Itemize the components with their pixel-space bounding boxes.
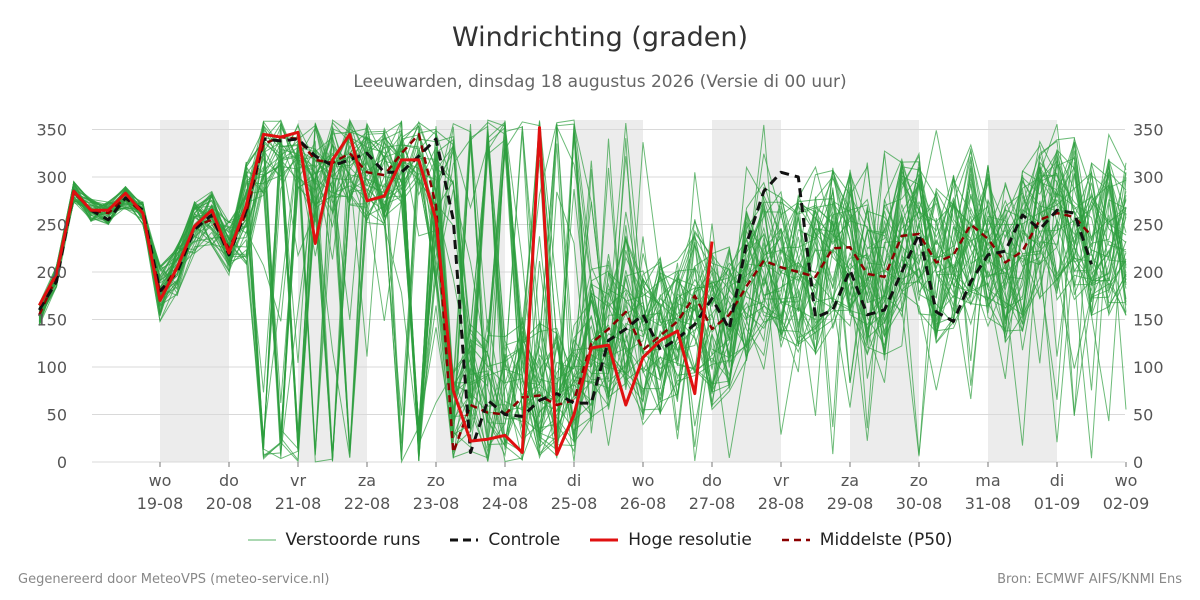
y-tick-label-left: 350: [36, 121, 67, 140]
legend-label-median: Middelste (P50): [819, 530, 953, 550]
perturbed-run-line: [38, 119, 1127, 463]
y-tick-label-right: 200: [1133, 263, 1164, 282]
footer-generated: Gegenereerd door MeteoVPS (meteo-service…: [18, 572, 330, 587]
perturbed-run-line: [38, 126, 1127, 457]
x-tick-day: ma: [492, 471, 517, 490]
x-tick-day: ma: [975, 471, 1000, 490]
x-tick-date: 02-09: [1103, 494, 1150, 513]
y-tick-label-right: 50: [1133, 406, 1153, 425]
perturbed-run-line: [38, 129, 1127, 449]
y-tick-label-left: 100: [36, 358, 67, 377]
perturbed-run-line: [38, 121, 1127, 437]
x-tick-day: do: [219, 471, 239, 490]
x-tick-date: 01-09: [1034, 494, 1081, 513]
x-tick-date: 29-08: [827, 494, 874, 513]
x-tick-date: 26-08: [620, 494, 667, 513]
x-tick-day: za: [841, 471, 859, 490]
legend-swatch-hires: [590, 538, 619, 542]
x-tick-day: vr: [290, 471, 306, 490]
y-tick-label-left: 0: [57, 453, 67, 472]
x-tick-date: 27-08: [689, 494, 736, 513]
perturbed-run-line: [38, 121, 1127, 459]
x-tick-date: 22-08: [344, 494, 391, 513]
x-tick-date: 20-08: [206, 494, 253, 513]
x-tick-day: zo: [910, 471, 928, 490]
y-tick-label-right: 0: [1133, 453, 1143, 472]
x-tick-day: di: [1050, 471, 1065, 490]
x-tick-date: 25-08: [551, 494, 598, 513]
y-tick-label-right: 150: [1133, 311, 1164, 330]
y-tick-label-right: 350: [1133, 121, 1164, 140]
x-tick-date: 23-08: [413, 494, 460, 513]
footer-source: Bron: ECMWF AIFS/KNMI Ens: [997, 572, 1182, 587]
perturbed-run-line: [38, 119, 1127, 460]
x-tick-date: 24-08: [482, 494, 529, 513]
x-tick-date: 31-08: [965, 494, 1012, 513]
chart-subtitle: Leeuwarden, dinsdag 18 augustus 2026 (Ve…: [353, 72, 847, 92]
perturbed-run-line: [38, 120, 1127, 454]
x-tick-day: za: [358, 471, 376, 490]
legend-item-perturbed[interactable]: Verstoorde runs: [247, 530, 421, 550]
legend-label-control: Controle: [488, 530, 561, 550]
legend-item-hires[interactable]: Hoge resolutie: [590, 530, 752, 550]
x-tick-date: 30-08: [896, 494, 943, 513]
x-tick-day: zo: [427, 471, 445, 490]
axes: 0 0 50 50 100 100 150 150 200 200 250 250 300 300 350 3…: [36, 121, 1163, 514]
x-tick-day: di: [567, 471, 582, 490]
y-tick-label-right: 100: [1133, 358, 1164, 377]
y-tick-label-left: 200: [36, 263, 67, 282]
perturbed-run-line: [38, 128, 1126, 463]
perturbed-run-line: [38, 123, 1127, 459]
y-tick-label-right: 250: [1133, 216, 1164, 235]
x-tick-date: 19-08: [137, 494, 184, 513]
legend-swatch-median: [781, 538, 810, 542]
x-tick-day: wo: [149, 471, 172, 490]
main-series: [37, 126, 1093, 456]
x-tick-day: wo: [632, 471, 655, 490]
legend-item-control[interactable]: Controle: [450, 530, 560, 550]
y-tick-label-right: 300: [1133, 168, 1164, 187]
x-tick-day: do: [702, 471, 722, 490]
legend-label-hires: Hoge resolutie: [628, 530, 752, 550]
legend-label-perturbed: Verstoorde runs: [285, 530, 421, 550]
x-tick-date: 28-08: [758, 494, 805, 513]
y-tick-label-left: 150: [36, 311, 67, 330]
perturbed-run-line: [38, 127, 1127, 456]
y-tick-label-left: 50: [47, 406, 67, 425]
legend-swatch-control: [450, 538, 479, 542]
legend-swatch-perturbed: [247, 539, 276, 541]
series-line-control: [38, 137, 1093, 454]
perturbed-run-line: [38, 120, 1127, 461]
legend-item-median[interactable]: Middelste (P50): [781, 530, 953, 550]
series-line-hires: [37, 126, 714, 456]
x-tick-day: vr: [773, 471, 789, 490]
y-tick-label-left: 250: [36, 216, 67, 235]
chart-title: Windrichting (graden): [451, 22, 749, 53]
y-tick-label-left: 300: [36, 168, 67, 187]
x-tick-date: 21-08: [275, 494, 322, 513]
legend: Verstoorde runs Controle Hoge resolutie …: [0, 530, 1200, 550]
x-tick-day: wo: [1115, 471, 1138, 490]
